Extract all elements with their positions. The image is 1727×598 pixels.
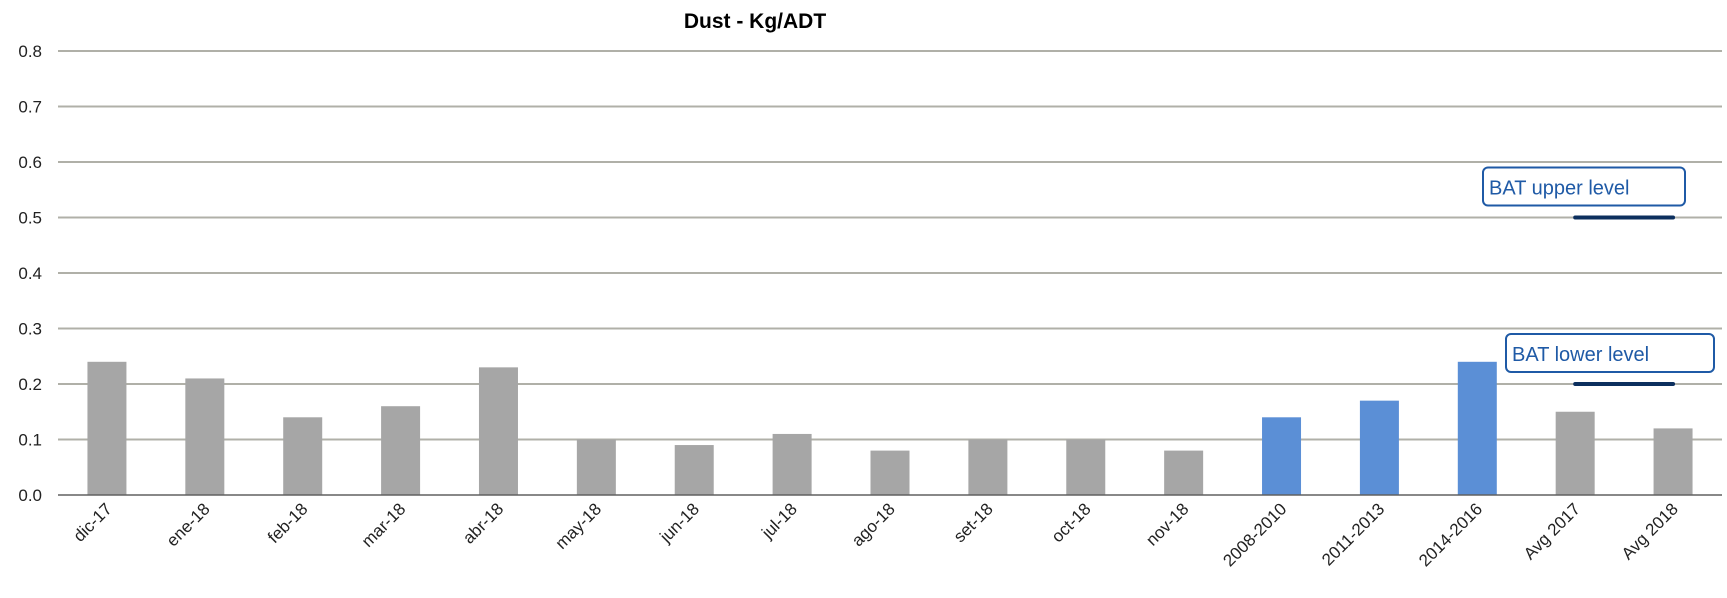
y-tick-label: 0.6 bbox=[18, 153, 42, 172]
y-tick-label: 0.4 bbox=[18, 264, 42, 283]
bar bbox=[1262, 417, 1302, 495]
bar bbox=[1066, 439, 1106, 495]
x-tick-label: may-18 bbox=[552, 499, 606, 553]
bar bbox=[1164, 450, 1204, 495]
bar bbox=[185, 378, 225, 495]
y-tick-label: 0.7 bbox=[18, 98, 42, 117]
x-tick-label: jun-18 bbox=[655, 499, 703, 547]
x-tick-label: Avg 2017 bbox=[1520, 499, 1584, 563]
x-tick-label: set-18 bbox=[950, 499, 997, 546]
x-tick-label: mar-18 bbox=[358, 499, 410, 551]
bars bbox=[87, 361, 1693, 495]
x-tick-label: dic-17 bbox=[70, 499, 116, 545]
bar bbox=[674, 445, 714, 495]
bat-annotation-box bbox=[1505, 333, 1715, 373]
bat-annotation-label: BAT upper level bbox=[1489, 178, 1629, 200]
bar bbox=[478, 367, 518, 495]
x-tick-label: 2011-2013 bbox=[1318, 499, 1388, 569]
bar bbox=[1653, 428, 1693, 495]
x-tick-label: 2014-2016 bbox=[1415, 499, 1486, 570]
x-axis-ticks: dic-17 ene-18 feb-18 mar-18 abr-18 may-18 jun-… bbox=[70, 499, 1682, 570]
bar bbox=[283, 417, 323, 495]
bar bbox=[381, 406, 421, 495]
x-tick-label: abr-18 bbox=[459, 499, 507, 547]
bar bbox=[576, 439, 616, 495]
bar bbox=[1555, 411, 1595, 495]
x-tick-label: ago-18 bbox=[848, 499, 899, 550]
y-tick-label: 0.8 bbox=[18, 42, 42, 61]
bat-annotation-label: BAT lower level bbox=[1512, 344, 1649, 366]
y-tick-label: 0.5 bbox=[18, 209, 42, 228]
x-tick-label: ene-18 bbox=[163, 499, 214, 550]
gridlines bbox=[58, 50, 1722, 441]
y-axis-ticks: 0.0 0.1 0.2 0.3 0.4 0.5 0.6 0.7 0.8 bbox=[18, 42, 42, 505]
y-tick-label: 0.3 bbox=[18, 320, 42, 339]
bar bbox=[1359, 400, 1399, 495]
bar bbox=[1457, 361, 1497, 495]
x-tick-label: oct-18 bbox=[1048, 499, 1095, 546]
y-tick-label: 0.1 bbox=[18, 431, 42, 450]
x-tick-label: Avg 2018 bbox=[1618, 499, 1682, 563]
x-tick-label: nov-18 bbox=[1142, 499, 1192, 549]
reference-lines: BAT upper level BAT lower level bbox=[1482, 166, 1715, 386]
x-tick-label: feb-18 bbox=[264, 499, 312, 547]
chart-title: Dust - Kg/ADT bbox=[684, 10, 826, 33]
bar bbox=[772, 433, 812, 495]
y-tick-label: 0.2 bbox=[18, 375, 42, 394]
x-tick-label: jul-18 bbox=[757, 499, 801, 543]
x-tick-label: 2008-2010 bbox=[1219, 499, 1290, 570]
bar bbox=[870, 450, 910, 495]
bat-annotation-box bbox=[1482, 166, 1686, 207]
y-tick-label: 0.0 bbox=[18, 486, 42, 505]
bar bbox=[968, 439, 1008, 495]
bar bbox=[87, 361, 127, 495]
